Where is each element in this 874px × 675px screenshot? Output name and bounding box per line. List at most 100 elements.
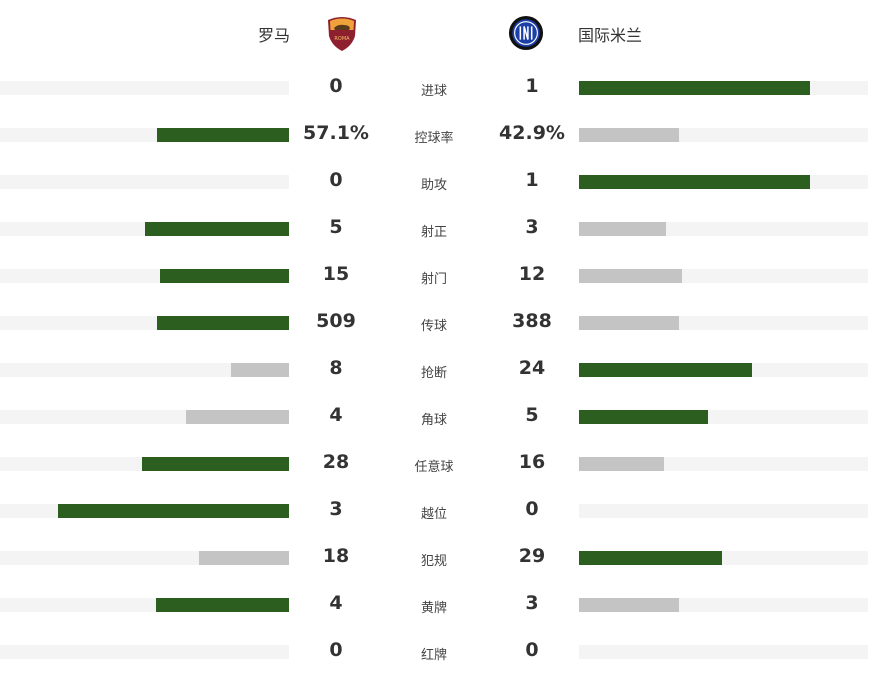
- home-stat-bar: [186, 410, 289, 424]
- away-stat-bar-track: [579, 363, 868, 377]
- away-stat-value: 42.9%: [499, 122, 565, 144]
- home-stat-bar-track: [0, 504, 289, 518]
- away-stat-value: 5: [525, 404, 539, 426]
- home-stat-value: 28: [322, 451, 350, 473]
- stat-row: 4 黄牌 3: [0, 580, 874, 627]
- away-stat-value: 1: [525, 75, 539, 97]
- stat-row: 0 助攻 1: [0, 157, 874, 204]
- stat-row: 18 犯规 29: [0, 533, 874, 580]
- away-stat-bar-track: [579, 128, 868, 142]
- away-stat-value: 3: [525, 216, 539, 238]
- home-stat-bar: [156, 128, 289, 142]
- away-stat-bar-track: [579, 269, 868, 283]
- stat-label: 红牌: [420, 648, 447, 663]
- stat-row: 0 进球 1: [0, 63, 874, 110]
- stat-label: 黄牌: [420, 601, 447, 616]
- away-stat-bar-track: [579, 457, 868, 471]
- inter-milan-crest-icon: [508, 15, 544, 51]
- home-stat-value: 57.1%: [303, 122, 369, 144]
- home-stat-bar: [57, 504, 289, 518]
- away-stat-bar-track: [579, 316, 868, 330]
- stat-label: 角球: [420, 413, 447, 428]
- home-stat-bar-track: [0, 363, 289, 377]
- stat-label: 射门: [420, 272, 447, 287]
- away-stat-value: 1: [525, 169, 539, 191]
- away-stat-value: 24: [518, 357, 546, 379]
- stat-label: 射正: [420, 225, 447, 240]
- away-stat-bar-track: [579, 222, 868, 236]
- home-team-name[interactable]: 罗马: [258, 26, 291, 45]
- away-stat-bar: [579, 363, 753, 377]
- home-stat-bar: [144, 222, 289, 236]
- stat-row: 28 任意球 16: [0, 439, 874, 486]
- stat-label: 抢断: [420, 366, 447, 381]
- home-stat-bar-track: [0, 551, 289, 565]
- stat-row: 57.1% 控球率 42.9%: [0, 110, 874, 157]
- home-stat-bar: [156, 598, 289, 612]
- home-stat-value: 0: [329, 639, 343, 661]
- stat-label: 助攻: [420, 178, 447, 193]
- home-stat-bar-track: [0, 645, 289, 659]
- as-roma-crest-icon: ROMA: [328, 17, 356, 51]
- away-stat-bar: [579, 175, 811, 189]
- away-stat-value: 0: [525, 498, 539, 520]
- away-stat-bar: [579, 81, 811, 95]
- away-stat-value: 388: [512, 310, 552, 332]
- away-stat-value: 16: [518, 451, 546, 473]
- away-stat-bar-track: [579, 645, 868, 659]
- away-stat-bar-track: [579, 81, 868, 95]
- away-team-name[interactable]: 国际米兰: [578, 26, 643, 45]
- away-stat-bar-track: [579, 410, 868, 424]
- stat-label: 任意球: [414, 460, 454, 475]
- stat-row: 15 射门 12: [0, 251, 874, 298]
- away-stat-bar-track: [579, 175, 868, 189]
- home-stat-value: 4: [329, 404, 343, 426]
- away-stat-value: 12: [518, 263, 546, 285]
- away-stat-bar: [579, 128, 679, 142]
- home-stat-bar: [141, 457, 289, 471]
- stat-row: 5 射正 3: [0, 204, 874, 251]
- away-stat-bar: [579, 269, 682, 283]
- away-stat-value: 3: [525, 592, 539, 614]
- home-stat-bar-track: [0, 175, 289, 189]
- home-stat-bar-track: [0, 410, 289, 424]
- home-stat-bar-track: [0, 316, 289, 330]
- stat-label: 传球: [420, 319, 447, 334]
- stat-row: 0 红牌 0: [0, 627, 874, 674]
- home-stat-value: 4: [329, 592, 343, 614]
- stat-label: 越位: [420, 507, 447, 522]
- away-stat-bar-track: [579, 551, 868, 565]
- home-stat-bar-track: [0, 222, 289, 236]
- home-stat-bar: [231, 363, 289, 377]
- stat-row: 4 角球 5: [0, 392, 874, 439]
- away-stat-bar: [579, 598, 679, 612]
- home-stat-value: 509: [316, 310, 356, 332]
- match-header: 罗马 ROMA 国际米兰: [0, 0, 874, 66]
- stat-row: 509 传球 388: [0, 298, 874, 345]
- away-stat-bar: [579, 457, 664, 471]
- stat-label: 控球率: [414, 131, 454, 146]
- home-stat-bar: [156, 316, 289, 330]
- stat-row: 3 越位 0: [0, 486, 874, 533]
- home-stat-value: 5: [329, 216, 343, 238]
- home-stat-bar-track: [0, 128, 289, 142]
- away-stat-bar-track: [579, 504, 868, 518]
- home-stat-value: 18: [322, 545, 350, 567]
- away-stat-bar: [579, 410, 708, 424]
- home-stat-bar-track: [0, 598, 289, 612]
- away-stat-value: 29: [518, 545, 546, 567]
- home-stat-value: 0: [329, 169, 343, 191]
- home-stat-value: 3: [329, 498, 343, 520]
- away-stat-value: 0: [525, 639, 539, 661]
- away-stat-bar-track: [579, 598, 868, 612]
- away-stat-bar: [579, 222, 666, 236]
- stat-row: 8 抢断 24: [0, 345, 874, 392]
- away-stat-bar: [579, 551, 723, 565]
- home-stat-bar: [160, 269, 289, 283]
- away-stat-bar: [579, 316, 679, 330]
- home-stat-value: 8: [329, 357, 343, 379]
- svg-text:ROMA: ROMA: [334, 36, 350, 42]
- home-stat-value: 15: [322, 263, 350, 285]
- home-stat-value: 0: [329, 75, 343, 97]
- home-stat-bar-track: [0, 457, 289, 471]
